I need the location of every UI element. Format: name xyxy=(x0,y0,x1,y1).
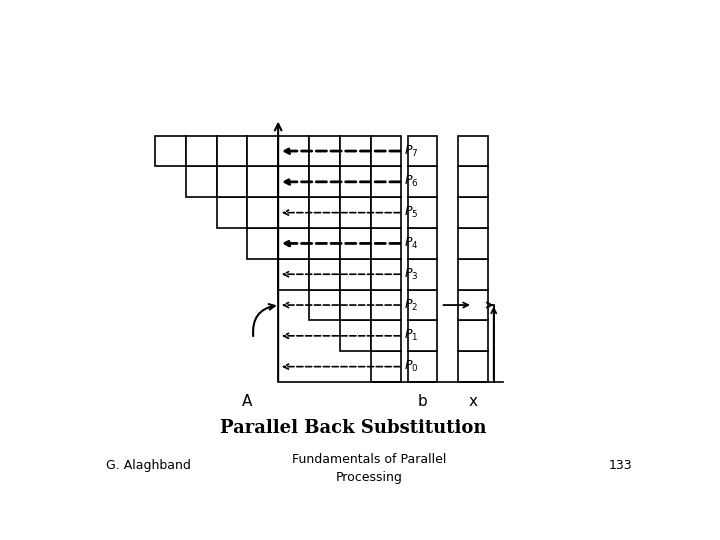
Text: x: x xyxy=(469,394,477,409)
Bar xyxy=(217,136,248,166)
Bar xyxy=(278,228,309,259)
Bar xyxy=(217,197,248,228)
Bar xyxy=(408,166,437,197)
Bar xyxy=(371,320,401,351)
Bar xyxy=(155,136,186,166)
Bar xyxy=(459,166,487,197)
Bar xyxy=(459,259,487,289)
Text: $P_{7}$: $P_{7}$ xyxy=(404,144,418,159)
Text: G. Alaghband: G. Alaghband xyxy=(106,458,191,472)
Bar xyxy=(371,259,401,289)
Bar xyxy=(278,166,309,197)
Text: A: A xyxy=(242,394,253,409)
Text: $P_{5}$: $P_{5}$ xyxy=(404,205,418,220)
Bar xyxy=(408,289,437,320)
Bar xyxy=(217,166,248,197)
Bar xyxy=(186,136,217,166)
Text: $P_{4}$: $P_{4}$ xyxy=(404,236,418,251)
Bar xyxy=(340,136,371,166)
Bar xyxy=(248,228,278,259)
Bar xyxy=(408,228,437,259)
Bar xyxy=(371,197,401,228)
Bar xyxy=(309,259,340,289)
Text: $P_{6}$: $P_{6}$ xyxy=(404,174,418,190)
Bar xyxy=(278,259,309,289)
Bar xyxy=(371,136,401,166)
Bar xyxy=(408,136,437,166)
Bar xyxy=(248,166,278,197)
Bar xyxy=(186,166,217,197)
Bar xyxy=(459,136,487,166)
Bar xyxy=(408,197,437,228)
Bar xyxy=(340,320,371,351)
Bar xyxy=(408,259,437,289)
Bar xyxy=(371,228,401,259)
Bar xyxy=(340,259,371,289)
Bar xyxy=(371,289,401,320)
Bar xyxy=(248,197,278,228)
Text: $P_{0}$: $P_{0}$ xyxy=(404,359,418,374)
Text: Fundamentals of Parallel
Processing: Fundamentals of Parallel Processing xyxy=(292,453,446,484)
Bar xyxy=(309,289,340,320)
Bar xyxy=(408,320,437,351)
Text: $P_{3}$: $P_{3}$ xyxy=(404,267,418,282)
Bar xyxy=(309,136,340,166)
Bar xyxy=(278,197,309,228)
Bar xyxy=(309,166,340,197)
Bar xyxy=(459,289,487,320)
Bar xyxy=(459,320,487,351)
Bar xyxy=(459,197,487,228)
Bar xyxy=(408,351,437,382)
Bar xyxy=(340,166,371,197)
Bar xyxy=(459,228,487,259)
Text: 133: 133 xyxy=(608,458,632,472)
Bar xyxy=(371,166,401,197)
Bar xyxy=(278,136,309,166)
Bar xyxy=(340,197,371,228)
Text: $P_{2}$: $P_{2}$ xyxy=(404,298,418,313)
Bar xyxy=(459,351,487,382)
Text: Parallel Back Substitution: Parallel Back Substitution xyxy=(220,419,487,437)
Bar xyxy=(309,197,340,228)
Bar xyxy=(371,351,401,382)
Text: $P_{1}$: $P_{1}$ xyxy=(404,328,418,343)
Bar xyxy=(340,289,371,320)
Bar xyxy=(340,228,371,259)
Bar xyxy=(309,228,340,259)
Bar xyxy=(248,136,278,166)
Text: b: b xyxy=(418,394,427,409)
